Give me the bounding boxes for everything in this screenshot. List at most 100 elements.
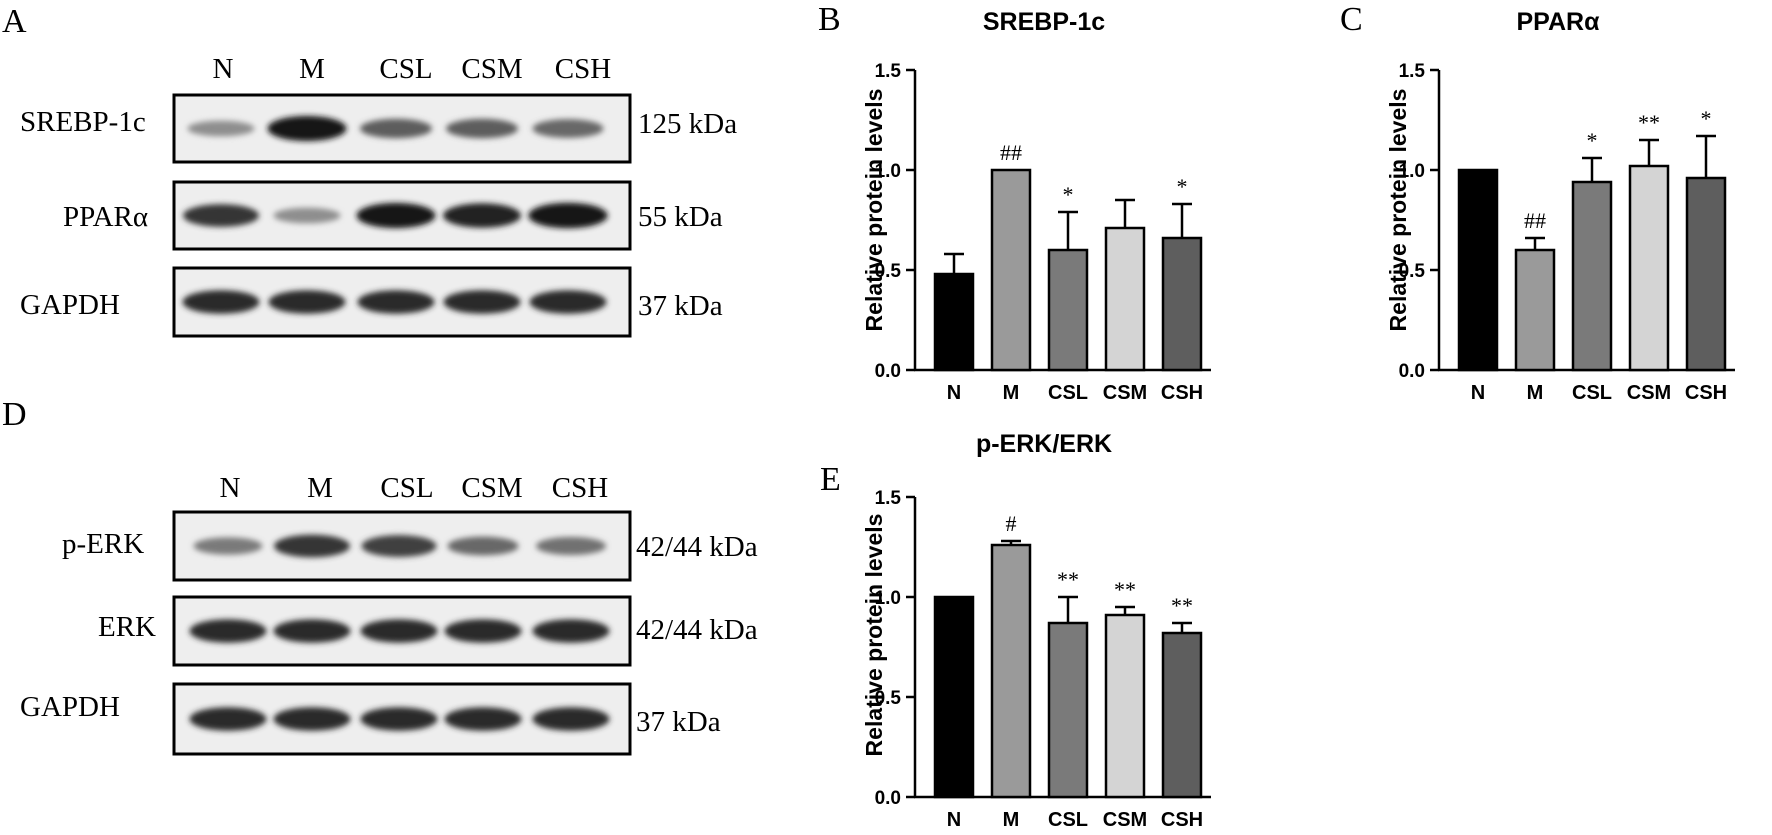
significance-marker: **	[1638, 110, 1660, 135]
significance-marker: ##	[1000, 140, 1022, 165]
bar-m	[990, 543, 1032, 799]
protein-band	[273, 619, 351, 643]
blot-border	[172, 510, 632, 582]
protein-band	[361, 535, 437, 557]
bar-n	[933, 272, 975, 372]
blot-strip	[172, 510, 632, 582]
blot-row-label: GAPDH	[20, 289, 120, 321]
bar-chart-p-erk-erk: p-ERK/ERK Relative protein levels 0.0 0.5…	[861, 430, 1211, 831]
x-tick-label: CSM	[1103, 382, 1147, 404]
protein-band	[267, 115, 347, 142]
bar-csm	[1628, 164, 1670, 372]
x-tick-label: CSL	[1048, 809, 1088, 831]
protein-band	[532, 707, 610, 731]
x-tick-label: CSH	[1161, 382, 1203, 404]
protein-band	[444, 707, 522, 731]
chart-title: SREBP-1c	[983, 8, 1105, 36]
x-tick-label: N	[1471, 382, 1485, 404]
blot-row-label: p-ERK	[62, 528, 144, 560]
bar-csl	[1571, 180, 1613, 372]
protein-band	[360, 619, 438, 643]
blot-row-label: ERK	[98, 611, 156, 643]
lane-label: M	[307, 472, 333, 504]
x-tick-label: CSM	[1627, 382, 1671, 404]
lane-label: CSL	[379, 53, 432, 85]
protein-band	[182, 290, 260, 314]
panel-letter-b: B	[818, 1, 841, 38]
chart-title: p-ERK/ERK	[976, 430, 1112, 458]
protein-band	[444, 619, 522, 643]
blot-strip	[172, 93, 632, 164]
x-tick-label: CSM	[1103, 809, 1147, 831]
lane-label: CSL	[380, 472, 433, 504]
protein-band	[446, 118, 518, 139]
western-blot-d: N M CSL CSM CSH p-ERK ERK GAPDH 42/44 kD…	[20, 472, 758, 756]
molecular-weight-label: 55 kDa	[638, 201, 723, 233]
protein-band	[536, 537, 606, 555]
blot-border	[172, 180, 632, 251]
protein-band	[528, 202, 608, 229]
protein-band	[360, 707, 438, 731]
x-tick-label: N	[947, 809, 961, 831]
bar-chart-srebp-1c: SREBP-1c Relative protein levels 0.0 0.5 1…	[861, 8, 1211, 404]
significance-marker: *	[1587, 128, 1598, 153]
y-axis-label: Relative protein levels	[861, 89, 887, 332]
protein-band	[357, 290, 435, 314]
protein-band	[273, 707, 351, 731]
bar-csm	[1104, 226, 1146, 372]
protein-band	[443, 290, 521, 314]
blot-border	[172, 93, 632, 164]
y-tick-label: 0.0	[875, 361, 901, 382]
blot-strip	[172, 180, 632, 251]
protein-band	[447, 536, 519, 556]
significance-marker: ##	[1524, 208, 1546, 233]
blot-strip	[172, 682, 632, 756]
bar-n	[1457, 168, 1499, 372]
protein-band	[183, 204, 259, 227]
significance-marker: **	[1057, 567, 1079, 592]
y-tick-label: 1.5	[1399, 61, 1426, 82]
protein-band	[360, 118, 432, 139]
lane-label: CSH	[552, 472, 608, 504]
molecular-weight-label: 42/44 kDa	[636, 614, 758, 646]
bar-csl	[1047, 248, 1089, 372]
bar-csm	[1104, 613, 1146, 799]
x-tick-label: CSH	[1685, 382, 1727, 404]
y-tick-label: 0.5	[1399, 261, 1426, 282]
protein-band	[189, 619, 267, 643]
y-axis-label: Relative protein levels	[1385, 89, 1411, 332]
bar-csh	[1685, 176, 1727, 372]
panel-letter-c: C	[1340, 1, 1363, 38]
bar-m	[990, 168, 1032, 372]
bar-csl	[1047, 621, 1089, 799]
x-tick-label: M	[1003, 809, 1020, 831]
protein-band	[189, 707, 267, 731]
y-tick-label: 1.0	[875, 161, 901, 182]
x-tick-label: CSL	[1048, 382, 1088, 404]
x-tick-label: N	[947, 382, 961, 404]
molecular-weight-label: 37 kDa	[638, 290, 723, 322]
bar-csh	[1161, 236, 1203, 372]
chart-title: PPARα	[1517, 8, 1601, 36]
lane-label: CSM	[461, 472, 522, 504]
blot-row-label: SREBP-1c	[20, 106, 146, 138]
protein-band	[356, 202, 436, 229]
blot-row-label: GAPDH	[20, 691, 120, 723]
protein-band	[268, 290, 346, 314]
blot-border	[172, 266, 632, 338]
y-tick-label: 1.5	[875, 488, 902, 509]
bar-m	[1514, 248, 1556, 372]
x-tick-label: CSH	[1161, 809, 1203, 831]
lane-label: N	[220, 472, 241, 504]
x-tick-label: M	[1003, 382, 1020, 404]
lane-label: CSH	[555, 53, 611, 85]
panel-letter-d: D	[2, 396, 27, 433]
protein-band	[443, 203, 521, 228]
significance-marker: *	[1063, 182, 1074, 207]
western-blot-a: N M CSL CSM CSH SREBP-1c PPARα GAPDH 125…	[20, 53, 737, 338]
protein-band	[274, 534, 350, 558]
y-tick-label: 1.0	[875, 588, 901, 609]
y-tick-label: 0.0	[1399, 361, 1425, 382]
y-tick-label: 0.5	[875, 688, 902, 709]
